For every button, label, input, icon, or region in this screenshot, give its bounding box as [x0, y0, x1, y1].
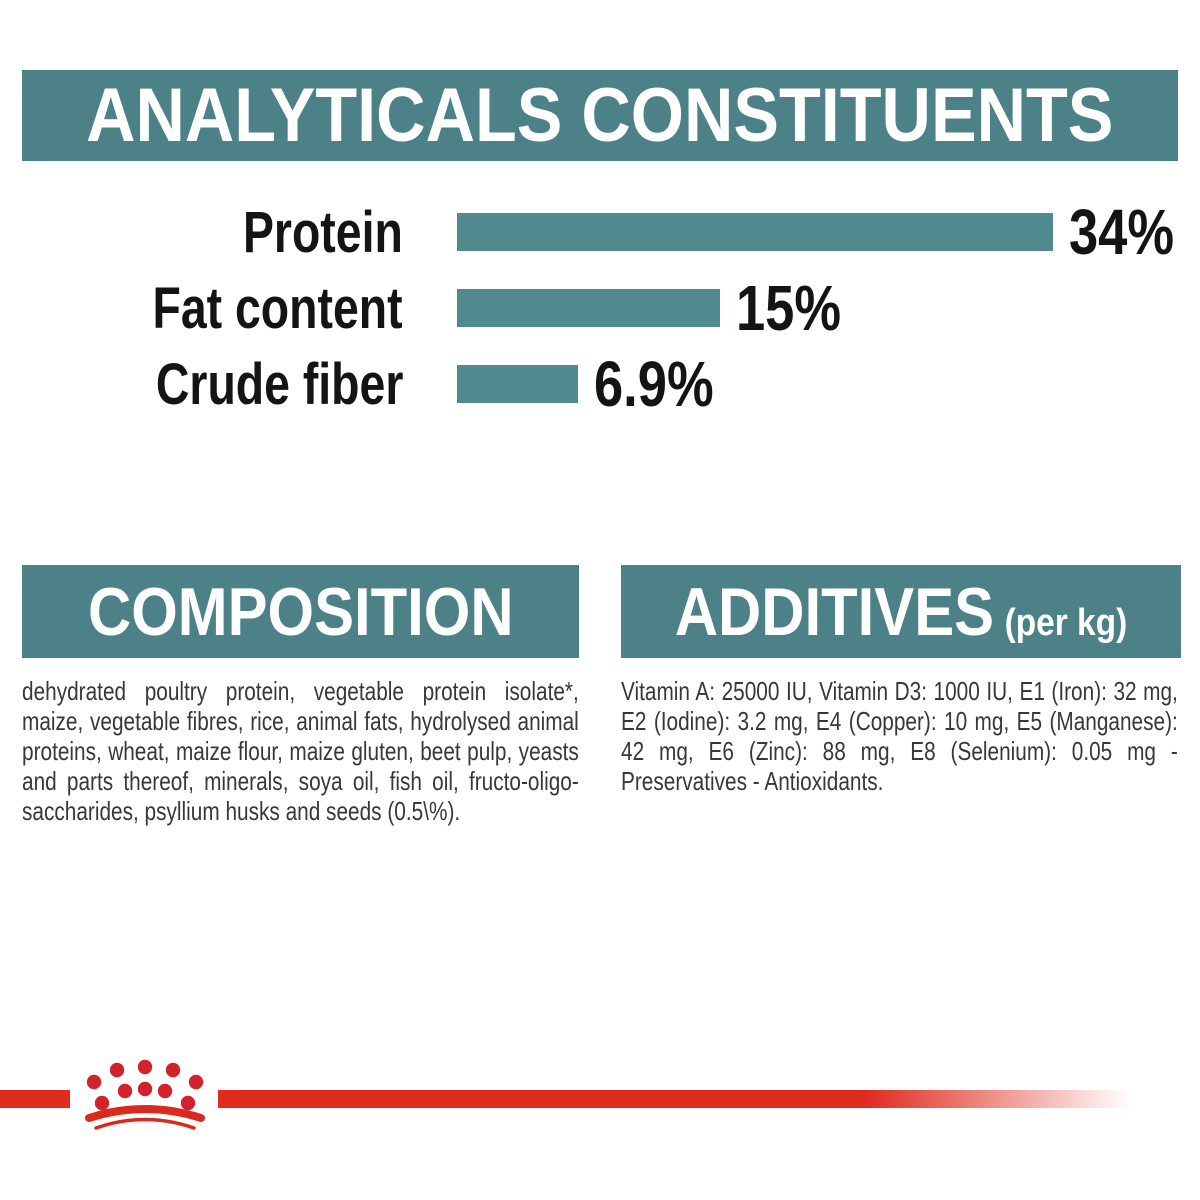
chart-row: Crude fiber 6.9% [0, 346, 1200, 422]
chart-row: Protein 34% [0, 194, 1200, 270]
additives-unit-label: (per kg) [1004, 601, 1128, 644]
chart-bar-value: 15% [736, 271, 864, 345]
analytical-constituents-chart: Protein 34% Fat content 15% Crude fiber 6.9% [0, 194, 1200, 422]
additives-banner: ADDITIVES (per kg) [621, 565, 1181, 658]
composition-section: COMPOSITION dehydrated poultry protein, … [22, 565, 579, 826]
analyticals-title: ANALYTICALS CONSTITUENTS [86, 73, 1114, 158]
chart-bar-value: 34% [1069, 195, 1197, 269]
royal-canin-crown-logo [85, 1059, 205, 1130]
composition-text: dehydrated poultry protein, vegetable pr… [22, 676, 579, 826]
additives-section: ADDITIVES (per kg) Vitamin A: 25000 IU, V… [621, 565, 1181, 796]
footer-divider-left [0, 1090, 70, 1108]
chart-bar-value-text: 15% [736, 272, 842, 344]
additives-title: ADDITIVES [674, 573, 994, 650]
footer-divider-right [218, 1090, 1200, 1108]
chart-row-label-text: Crude fiber [155, 351, 404, 417]
chart-bar [457, 213, 1053, 251]
crown-jewel-dots [86, 1059, 204, 1111]
chart-row-label: Crude fiber [0, 351, 457, 418]
chart-row-label-text: Protein [243, 199, 403, 265]
chart-bar [457, 365, 578, 403]
chart-row-label-text: Fat content [152, 275, 403, 341]
composition-title: COMPOSITION [87, 573, 514, 650]
chart-bar-value: 6.9% [594, 347, 740, 421]
chart-row-label: Fat content [0, 275, 457, 342]
composition-banner: COMPOSITION [22, 565, 579, 658]
chart-row-label: Protein [0, 199, 457, 266]
chart-bar [457, 289, 720, 327]
chart-row: Fat content 15% [0, 270, 1200, 346]
chart-bar-value-text: 34% [1069, 196, 1175, 268]
additives-text: Vitamin A: 25000 IU, Vitamin D3: 1000 IU… [621, 676, 1178, 796]
chart-bar-value-text: 6.9% [594, 348, 714, 420]
analyticals-banner: ANALYTICALS CONSTITUENTS [22, 70, 1178, 161]
crown-arc-thin [94, 1117, 196, 1130]
crown-arc-thick [85, 1105, 205, 1122]
